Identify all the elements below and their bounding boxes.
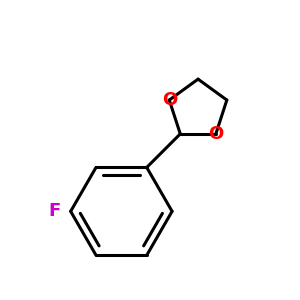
- Text: O: O: [208, 125, 224, 143]
- Text: F: F: [49, 202, 61, 220]
- Text: O: O: [162, 91, 177, 109]
